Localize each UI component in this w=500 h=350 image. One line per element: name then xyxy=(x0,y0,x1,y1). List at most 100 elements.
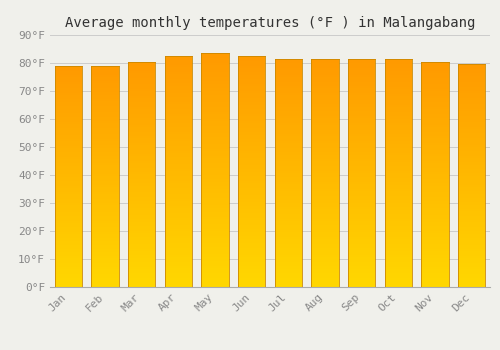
Bar xyxy=(238,137,266,139)
Bar xyxy=(458,135,485,138)
Bar xyxy=(128,248,156,251)
Bar xyxy=(128,163,156,166)
Bar xyxy=(348,189,376,191)
Bar xyxy=(91,276,119,278)
Bar xyxy=(128,93,156,96)
Bar xyxy=(311,72,339,75)
Bar xyxy=(384,223,412,225)
Bar xyxy=(54,221,82,223)
Bar xyxy=(238,125,266,128)
Bar xyxy=(54,124,82,126)
Bar xyxy=(91,282,119,285)
Bar xyxy=(164,250,192,252)
Bar xyxy=(421,215,448,217)
Bar xyxy=(128,269,156,271)
Bar xyxy=(384,171,412,173)
Bar xyxy=(274,207,302,209)
Bar xyxy=(201,201,229,203)
Bar xyxy=(458,247,485,249)
Bar xyxy=(274,75,302,77)
Bar xyxy=(421,199,448,202)
Bar xyxy=(421,226,448,229)
Bar xyxy=(128,105,156,107)
Bar xyxy=(164,109,192,111)
Bar xyxy=(164,141,192,144)
Bar xyxy=(458,129,485,131)
Bar xyxy=(128,183,156,186)
Bar xyxy=(348,127,376,130)
Bar xyxy=(201,275,229,278)
Bar xyxy=(274,198,302,200)
Bar xyxy=(458,164,485,167)
Bar xyxy=(201,137,229,140)
Bar xyxy=(54,179,82,181)
Bar xyxy=(384,84,412,87)
Bar xyxy=(91,238,119,240)
Bar xyxy=(421,159,448,161)
Bar xyxy=(201,196,229,198)
Bar xyxy=(54,243,82,245)
Bar xyxy=(384,123,412,125)
Bar xyxy=(348,125,376,127)
Bar xyxy=(164,167,192,169)
Bar xyxy=(274,234,302,237)
Bar xyxy=(384,110,412,112)
Bar xyxy=(201,79,229,81)
Bar xyxy=(348,130,376,132)
Bar xyxy=(421,246,448,249)
Bar xyxy=(128,237,156,240)
Bar xyxy=(348,132,376,134)
Bar xyxy=(384,264,412,266)
Bar xyxy=(348,155,376,157)
Bar xyxy=(128,156,156,159)
Bar xyxy=(458,200,485,202)
Bar xyxy=(201,224,229,226)
Bar xyxy=(274,203,302,205)
Bar xyxy=(311,157,339,159)
Bar xyxy=(54,245,82,247)
Bar xyxy=(91,212,119,214)
Bar xyxy=(348,170,376,173)
Bar xyxy=(91,230,119,232)
Bar xyxy=(458,231,485,233)
Bar xyxy=(201,189,229,191)
Bar xyxy=(164,104,192,107)
Bar xyxy=(164,164,192,167)
Bar xyxy=(238,75,266,77)
Bar xyxy=(201,144,229,147)
Bar xyxy=(164,261,192,264)
Bar xyxy=(201,208,229,210)
Bar xyxy=(348,273,376,275)
Bar xyxy=(238,167,266,169)
Bar xyxy=(421,84,448,87)
Bar xyxy=(384,162,412,164)
Bar xyxy=(128,190,156,192)
Bar xyxy=(384,62,412,64)
Bar xyxy=(91,165,119,168)
Bar xyxy=(238,273,266,275)
Bar xyxy=(274,175,302,177)
Bar xyxy=(164,56,192,58)
Bar xyxy=(128,240,156,242)
Bar xyxy=(91,136,119,139)
Bar xyxy=(384,178,412,180)
Bar xyxy=(128,116,156,118)
Bar xyxy=(458,131,485,133)
Bar xyxy=(164,106,192,109)
Bar xyxy=(274,136,302,139)
Bar xyxy=(91,260,119,262)
Bar xyxy=(54,234,82,236)
Bar xyxy=(458,140,485,142)
Bar xyxy=(91,267,119,269)
Bar xyxy=(128,80,156,82)
Bar xyxy=(164,201,192,204)
Bar xyxy=(274,166,302,168)
Bar xyxy=(128,256,156,258)
Bar xyxy=(54,236,82,238)
Bar xyxy=(458,198,485,200)
Bar xyxy=(458,158,485,160)
Bar xyxy=(348,143,376,146)
Bar xyxy=(128,231,156,233)
Bar xyxy=(384,164,412,166)
Bar xyxy=(164,245,192,248)
